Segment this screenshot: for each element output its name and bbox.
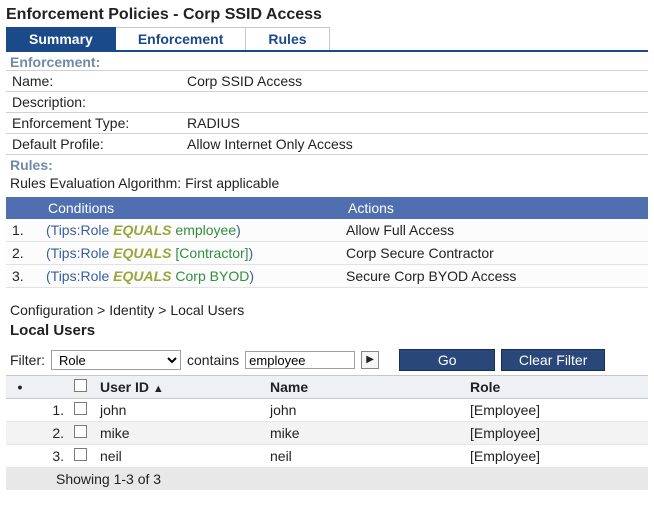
- rule-num: 3.: [6, 265, 40, 288]
- name-value: Corp SSID Access: [181, 71, 648, 92]
- users-col-name[interactable]: Name: [264, 376, 464, 399]
- select-all-checkbox[interactable]: [74, 379, 87, 392]
- filter-match-label: contains: [187, 352, 239, 368]
- users-col-role[interactable]: Role: [464, 376, 648, 399]
- user-row[interactable]: 3.neilneil[Employee]: [6, 445, 648, 468]
- rules-col-actions: Actions: [340, 197, 648, 219]
- description-value: [181, 92, 648, 113]
- rules-col-conditions: Conditions: [40, 197, 340, 219]
- row-dot: [6, 399, 34, 422]
- type-label: Enforcement Type:: [6, 113, 181, 134]
- tab-summary[interactable]: Summary: [6, 27, 116, 50]
- enforcement-table: Name: Corp SSID Access Description: Enfo…: [6, 70, 648, 155]
- clear-filter-button[interactable]: Clear Filter: [501, 349, 605, 371]
- rule-num: 2.: [6, 242, 40, 265]
- row-num: 3.: [34, 445, 68, 468]
- rule-row[interactable]: 3.(Tips:Role EQUALS Corp BYOD)Secure Cor…: [6, 265, 648, 288]
- rule-action: Corp Secure Contractor: [340, 242, 648, 265]
- row-dot: [6, 422, 34, 445]
- row-dot: [6, 445, 34, 468]
- rule-num: 1.: [6, 219, 40, 242]
- filter-row: Filter: Role contains ▶ Go Clear Filter: [6, 349, 648, 371]
- user-row[interactable]: 1.johnjohn[Employee]: [6, 399, 648, 422]
- users-col-dot: •: [6, 376, 34, 399]
- users-col-checkbox: [68, 376, 94, 399]
- tab-bar: Summary Enforcement Rules: [6, 27, 648, 52]
- row-num: 1.: [34, 399, 68, 422]
- row-role: [Employee]: [464, 422, 648, 445]
- rule-action: Allow Full Access: [340, 219, 648, 242]
- name-label: Name:: [6, 71, 181, 92]
- rule-condition: (Tips:Role EQUALS employee): [40, 219, 340, 242]
- rules-section-label: Rules:: [6, 157, 648, 173]
- row-userid: neil: [94, 445, 264, 468]
- users-footer: Showing 1-3 of 3: [6, 468, 648, 491]
- rule-condition: (Tips:Role EQUALS [Contractor]): [40, 242, 340, 265]
- rules-table: Conditions Actions 1.(Tips:Role EQUALS e…: [6, 197, 648, 288]
- users-table: • User ID ▲ Name Role 1.johnjohn[Employe…: [6, 375, 648, 490]
- row-checkbox[interactable]: [74, 402, 87, 415]
- enforcement-section-label: Enforcement:: [6, 54, 648, 70]
- play-icon: ▶: [366, 355, 374, 365]
- row-check: [68, 445, 94, 468]
- breadcrumb: Configuration > Identity > Local Users: [6, 302, 648, 318]
- description-label: Description:: [6, 92, 181, 113]
- default-profile-label: Default Profile:: [6, 134, 181, 155]
- filter-label: Filter:: [10, 352, 45, 368]
- row-check: [68, 399, 94, 422]
- rule-row[interactable]: 2.(Tips:Role EQUALS [Contractor])Corp Se…: [6, 242, 648, 265]
- tab-rules[interactable]: Rules: [246, 27, 329, 50]
- filter-field-select[interactable]: Role: [51, 350, 181, 370]
- rule-row[interactable]: 1.(Tips:Role EQUALS employee)Allow Full …: [6, 219, 648, 242]
- row-userid: mike: [94, 422, 264, 445]
- row-checkbox[interactable]: [74, 425, 87, 438]
- row-role: [Employee]: [464, 399, 648, 422]
- users-col-num: [34, 376, 68, 399]
- sort-asc-icon: ▲: [153, 383, 164, 395]
- local-users-heading: Local Users: [10, 322, 648, 339]
- filter-apply-icon[interactable]: ▶: [361, 351, 379, 369]
- row-name: neil: [264, 445, 464, 468]
- rule-condition: (Tips:Role EQUALS Corp BYOD): [40, 265, 340, 288]
- row-name: mike: [264, 422, 464, 445]
- tab-enforcement[interactable]: Enforcement: [116, 27, 247, 50]
- rule-action: Secure Corp BYOD Access: [340, 265, 648, 288]
- user-row[interactable]: 2.mikemike[Employee]: [6, 422, 648, 445]
- row-check: [68, 422, 94, 445]
- go-button[interactable]: Go: [399, 349, 495, 371]
- default-profile-value: Allow Internet Only Access: [181, 134, 648, 155]
- row-userid: john: [94, 399, 264, 422]
- rules-col-num: [6, 197, 40, 219]
- rules-algo: Rules Evaluation Algorithm: First applic…: [6, 173, 648, 197]
- page-title: Enforcement Policies - Corp SSID Access: [6, 6, 648, 24]
- row-role: [Employee]: [464, 445, 648, 468]
- users-col-userid[interactable]: User ID ▲: [94, 376, 264, 399]
- row-name: john: [264, 399, 464, 422]
- row-num: 2.: [34, 422, 68, 445]
- row-checkbox[interactable]: [74, 448, 87, 461]
- filter-value-input[interactable]: [245, 351, 355, 369]
- type-value: RADIUS: [181, 113, 648, 134]
